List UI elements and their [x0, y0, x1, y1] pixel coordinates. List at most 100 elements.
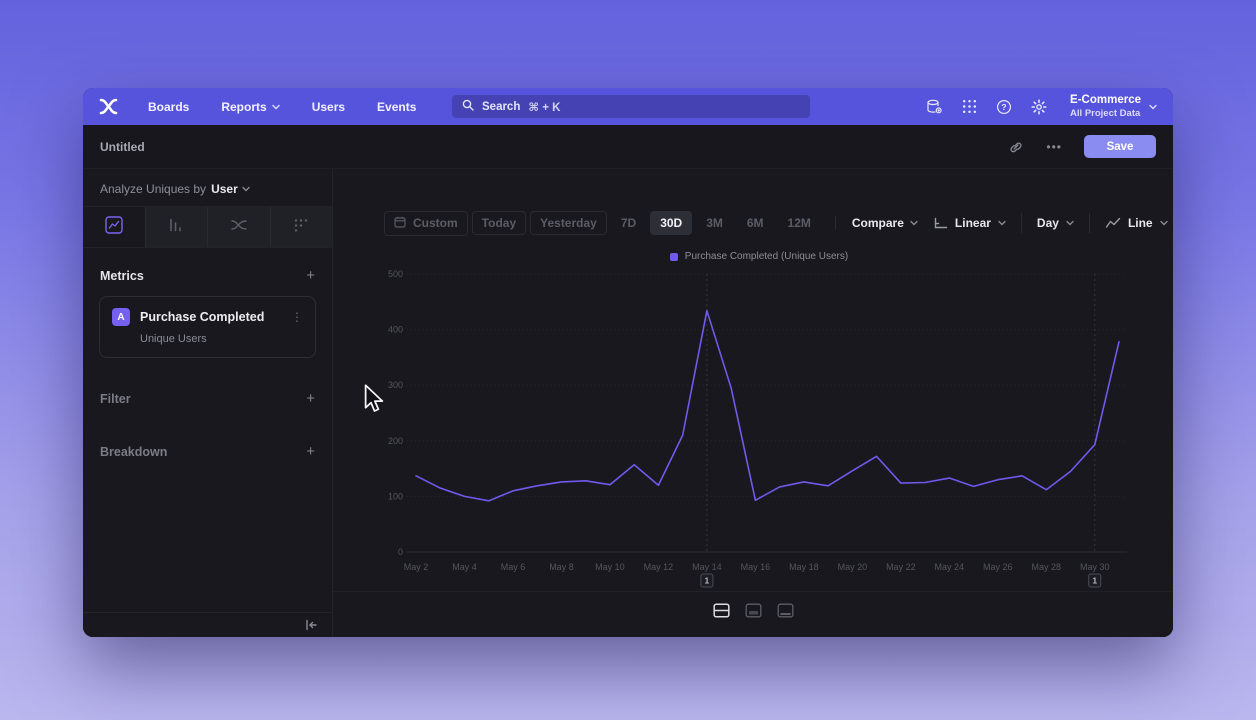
- chart-panel: Custom Today Yesterday 7D 30D 3M 6M 12M …: [333, 169, 1173, 637]
- layout-chart-only-icon[interactable]: [774, 600, 797, 621]
- search-shortcut: ⌘ + K: [528, 101, 561, 114]
- legend-swatch: [669, 252, 678, 261]
- search-icon: [462, 99, 474, 114]
- collapse-sidebar-icon[interactable]: [304, 618, 318, 632]
- more-options-button[interactable]: •••: [1046, 139, 1062, 154]
- range-yesterday[interactable]: Yesterday: [530, 211, 607, 235]
- nav-item-boards[interactable]: Boards: [148, 99, 190, 114]
- x-tick-label: May 22: [886, 562, 916, 572]
- report-type-tabs: [83, 206, 332, 248]
- svg-text:?: ?: [1001, 102, 1006, 112]
- annotation-label: 1: [1092, 576, 1097, 586]
- chevron-down-icon: [1159, 220, 1168, 226]
- annotation-badge: [1088, 573, 1102, 588]
- add-filter-button[interactable]: +: [306, 390, 315, 407]
- search-input[interactable]: Search ⌘ + K: [452, 95, 810, 118]
- line-chart[interactable]: 0 100 200 300 400 500 May 2 May 4 May 6 May 8 May …: [379, 269, 1139, 599]
- settings-gear-icon[interactable]: [1031, 98, 1047, 115]
- retention-dots-icon: [293, 217, 309, 238]
- layout-toggle-group: [333, 600, 1173, 621]
- breakdown-label: Breakdown: [100, 444, 168, 459]
- analyze-entity-dropdown[interactable]: User: [211, 182, 250, 196]
- project-switcher[interactable]: E-Commerce All Project Data: [1070, 93, 1157, 119]
- line-chart-icon: [1105, 217, 1121, 229]
- chart-type-dropdown[interactable]: Line: [1088, 213, 1173, 233]
- insights-chart-icon: [105, 215, 123, 239]
- filter-section-header: Filter +: [83, 391, 332, 406]
- query-builder-sidebar: Analyze Uniques by User: [83, 169, 333, 637]
- metric-card[interactable]: A Purchase Completed ⋮ Unique Users: [99, 296, 316, 358]
- chevron-down-icon: [998, 220, 1006, 226]
- range-3m[interactable]: 3M: [706, 216, 723, 230]
- share-link-icon[interactable]: [1008, 139, 1024, 155]
- date-range-group: Custom Today Yesterday 7D 30D 3M 6M 12M: [384, 210, 821, 236]
- metric-measure-dropdown[interactable]: Unique Users: [140, 333, 207, 345]
- tab-insights[interactable]: [83, 207, 145, 247]
- add-breakdown-button[interactable]: +: [306, 443, 315, 460]
- x-tick-label: May 6: [501, 562, 526, 572]
- layout-chart-with-table-icon[interactable]: [742, 600, 765, 621]
- metric-menu-button[interactable]: ⋮: [291, 310, 303, 324]
- help-icon[interactable]: ?: [996, 99, 1012, 115]
- nav-item-events[interactable]: Events: [377, 99, 417, 114]
- chart-footer-divider: [333, 591, 1173, 592]
- apps-grid-icon[interactable]: [962, 99, 977, 114]
- tab-retention[interactable]: [269, 207, 332, 247]
- x-tick-label: May 16: [741, 562, 771, 572]
- scale-dropdown[interactable]: Linear: [918, 213, 1021, 233]
- tab-funnels[interactable]: [144, 207, 207, 247]
- x-tick-label: May 26: [983, 562, 1013, 572]
- chevron-down-icon: [1149, 104, 1157, 110]
- chevron-down-icon: [910, 220, 918, 226]
- tab-flows[interactable]: [207, 207, 270, 247]
- metrics-label: Metrics: [100, 268, 144, 283]
- layout-split-rows-icon[interactable]: [710, 600, 733, 621]
- range-6m[interactable]: 6M: [746, 216, 764, 230]
- funnels-bars-icon: [168, 217, 184, 238]
- metrics-section-header: Metrics +: [83, 268, 332, 283]
- axis-scale-icon: [933, 217, 948, 230]
- breakdown-section-header: Breakdown +: [83, 444, 332, 459]
- analyze-prefix: Analyze Uniques by: [100, 182, 207, 196]
- nav-menu: Boards Reports Users Events: [148, 100, 416, 114]
- legend-label: Purchase Completed (Unique Users): [684, 251, 849, 262]
- x-tick-label: May 12: [644, 562, 674, 572]
- top-nav: Boards Reports Users Events Search ⌘ + K: [83, 88, 1173, 125]
- range-30d[interactable]: 30D: [650, 211, 693, 235]
- sidebar-divider: [83, 612, 332, 613]
- range-custom[interactable]: Custom: [384, 210, 468, 236]
- x-tick-label: May 30: [1080, 562, 1110, 572]
- chevron-down-icon: [271, 104, 280, 110]
- annotation-badge: [700, 573, 714, 588]
- chevron-down-icon: [1066, 220, 1074, 226]
- x-tick-label: May 10: [595, 562, 625, 572]
- interval-dropdown[interactable]: Day: [1020, 213, 1089, 233]
- metric-series-badge: A: [112, 308, 130, 326]
- save-button[interactable]: Save: [1084, 135, 1156, 158]
- x-tick-label: May 4: [452, 562, 477, 572]
- compare-dropdown[interactable]: Compare: [834, 216, 918, 230]
- data-management-icon[interactable]: [926, 99, 943, 115]
- x-tick-label: May 2: [404, 562, 429, 572]
- mixpanel-logo-icon[interactable]: [99, 98, 118, 115]
- y-tick-label: 500: [388, 269, 403, 279]
- report-title[interactable]: Untitled: [100, 139, 145, 154]
- app-window: Boards Reports Users Events Search ⌘ + K: [83, 88, 1173, 637]
- annotation-label: 1: [705, 576, 710, 586]
- range-7d[interactable]: 7D: [620, 216, 637, 230]
- x-tick-label: May 28: [1032, 562, 1062, 572]
- filter-label: Filter: [100, 391, 131, 406]
- chart-legend: Purchase Completed (Unique Users): [379, 251, 1139, 262]
- calendar-icon: [394, 216, 406, 231]
- range-12m[interactable]: 12M: [787, 216, 811, 230]
- mouse-cursor: [362, 384, 388, 419]
- x-tick-label: May 8: [549, 562, 574, 572]
- add-metric-button[interactable]: +: [306, 267, 315, 284]
- metric-event-name: Purchase Completed: [140, 310, 265, 324]
- range-today[interactable]: Today: [471, 211, 527, 235]
- nav-item-reports[interactable]: Reports: [221, 100, 280, 114]
- x-tick-label: May 20: [838, 562, 868, 572]
- x-tick-label: May 14: [692, 562, 722, 572]
- nav-item-users[interactable]: Users: [311, 99, 346, 114]
- analyze-selector: Analyze Uniques by User: [83, 169, 332, 206]
